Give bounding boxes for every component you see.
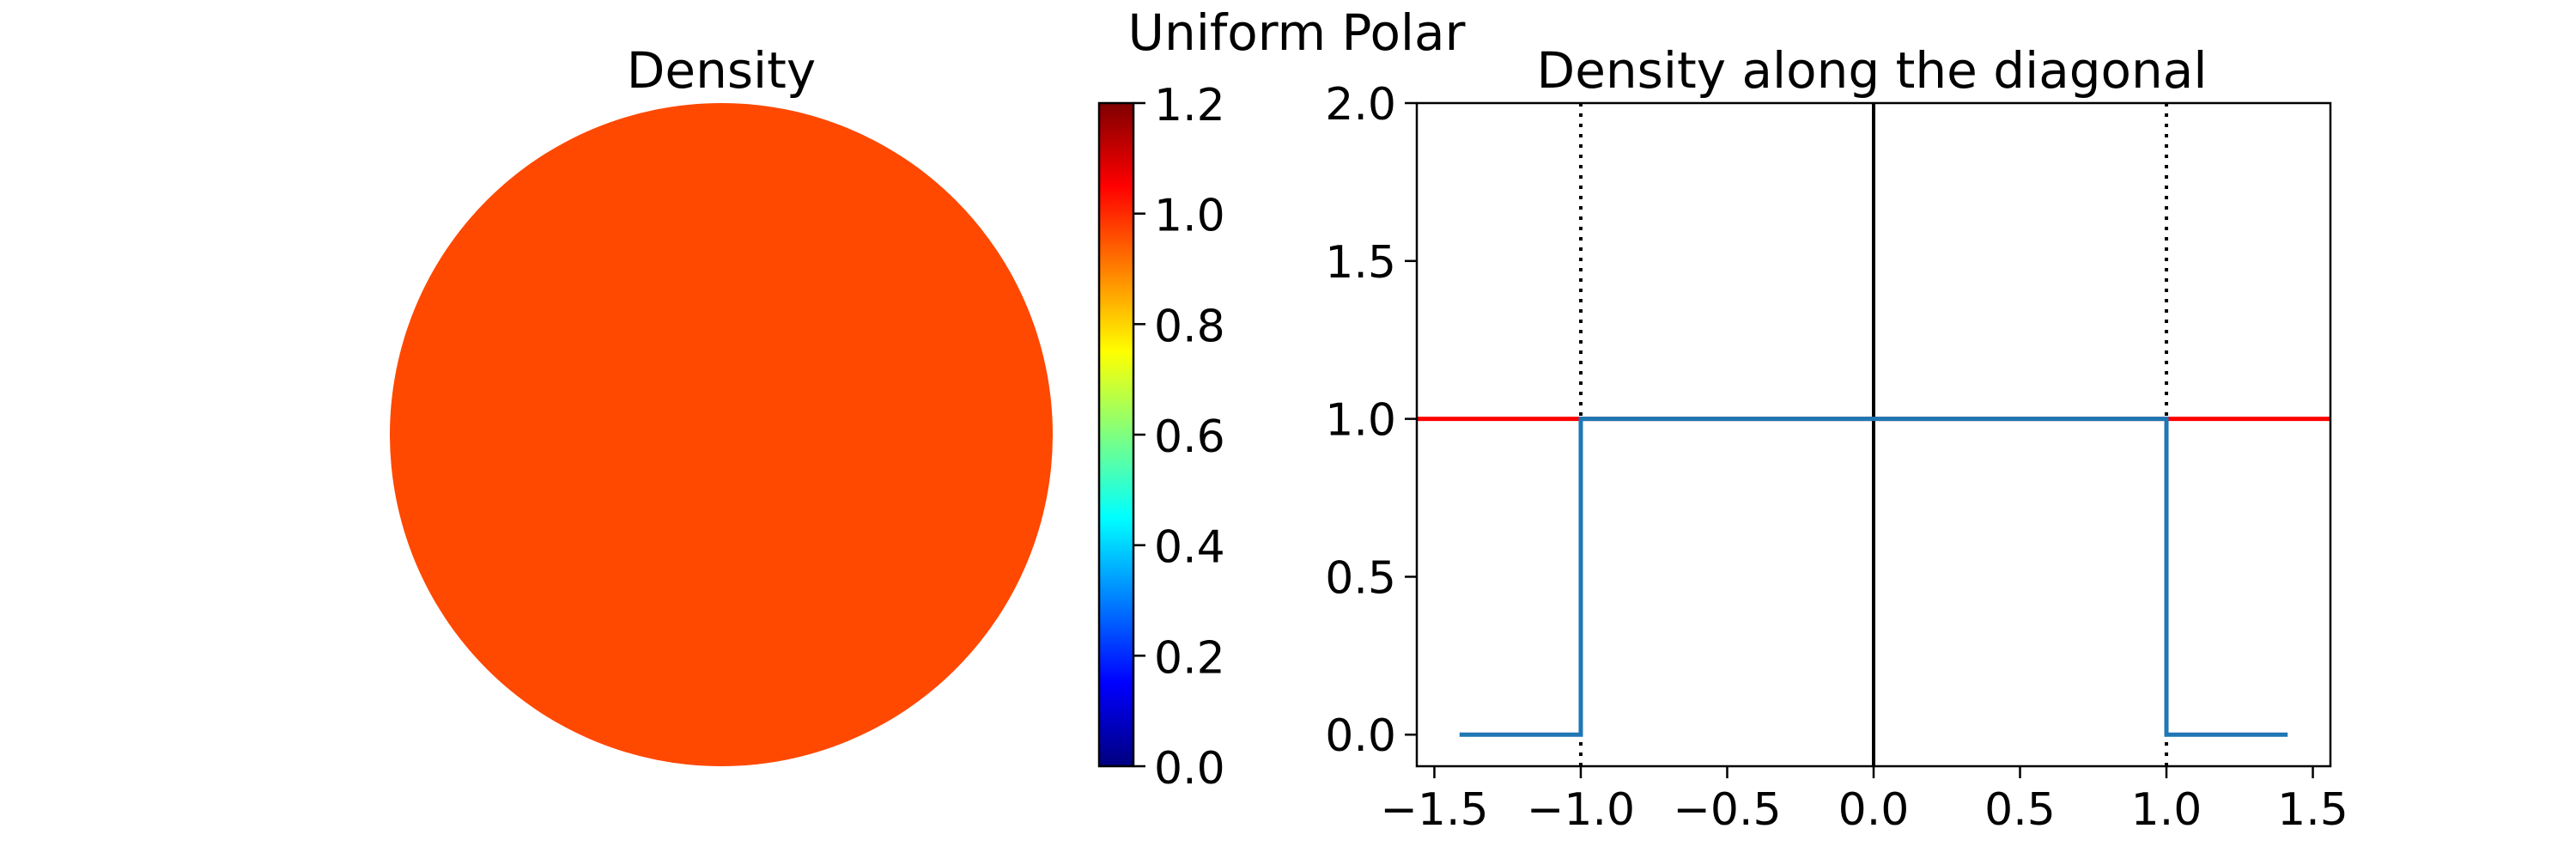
colorbar-tick-label: 1.0: [1154, 191, 1225, 242]
y-tick-label: 1.0: [1325, 395, 1396, 447]
diagonal-title: Density along the diagonal: [1537, 41, 2208, 100]
x-tick-label: 1.5: [2277, 784, 2348, 836]
density-panel: Density: [390, 41, 1053, 766]
x-tick-label: 1.0: [2131, 784, 2202, 836]
figure-suptitle: Uniform Polar: [1128, 3, 1466, 62]
x-tick-label: 0.5: [1984, 784, 2056, 836]
colorbar-tick-label: 0.0: [1154, 743, 1225, 795]
colorbar-tick-label: 0.4: [1154, 522, 1225, 574]
plot-marks: [1417, 103, 2330, 766]
colorbar-tick-label: 0.2: [1154, 632, 1225, 684]
y-tick-label: 1.5: [1325, 237, 1396, 289]
density-title: Density: [627, 41, 817, 100]
y-tick-label: 0.5: [1325, 552, 1396, 604]
colorbar-ticks: 0.0 0.2 0.4 0.6 0.8 1.0 1.2: [1133, 80, 1225, 795]
colorbar-tick-label: 1.2: [1154, 80, 1225, 131]
y-tick-label: 2.0: [1325, 79, 1396, 131]
colorbar-gradient: [1099, 103, 1133, 766]
plot-ticks: −1.5 −1.0 −0.5 0.0 0.5 1.0 1.5 0.0 0.5 1.0 1.5 2.0: [1325, 79, 2348, 836]
colorbar-tick-label: 0.8: [1154, 301, 1225, 352]
x-tick-label: −1.0: [1527, 784, 1635, 836]
x-tick-label: −0.5: [1673, 784, 1781, 836]
x-tick-label: 0.0: [1838, 784, 1910, 836]
y-tick-label: 0.0: [1325, 710, 1396, 762]
density-line: [1459, 417, 2288, 737]
diagonal-panel: Density along the diagonal −1.5 −1.0 −0.5 0…: [1325, 41, 2348, 836]
density-disk: [390, 103, 1053, 766]
colorbar-tick-label: 0.6: [1154, 411, 1225, 463]
colorbar: 0.0 0.2 0.4 0.6 0.8 1.0 1.2: [1097, 80, 1225, 795]
x-tick-label: −1.5: [1380, 784, 1488, 836]
